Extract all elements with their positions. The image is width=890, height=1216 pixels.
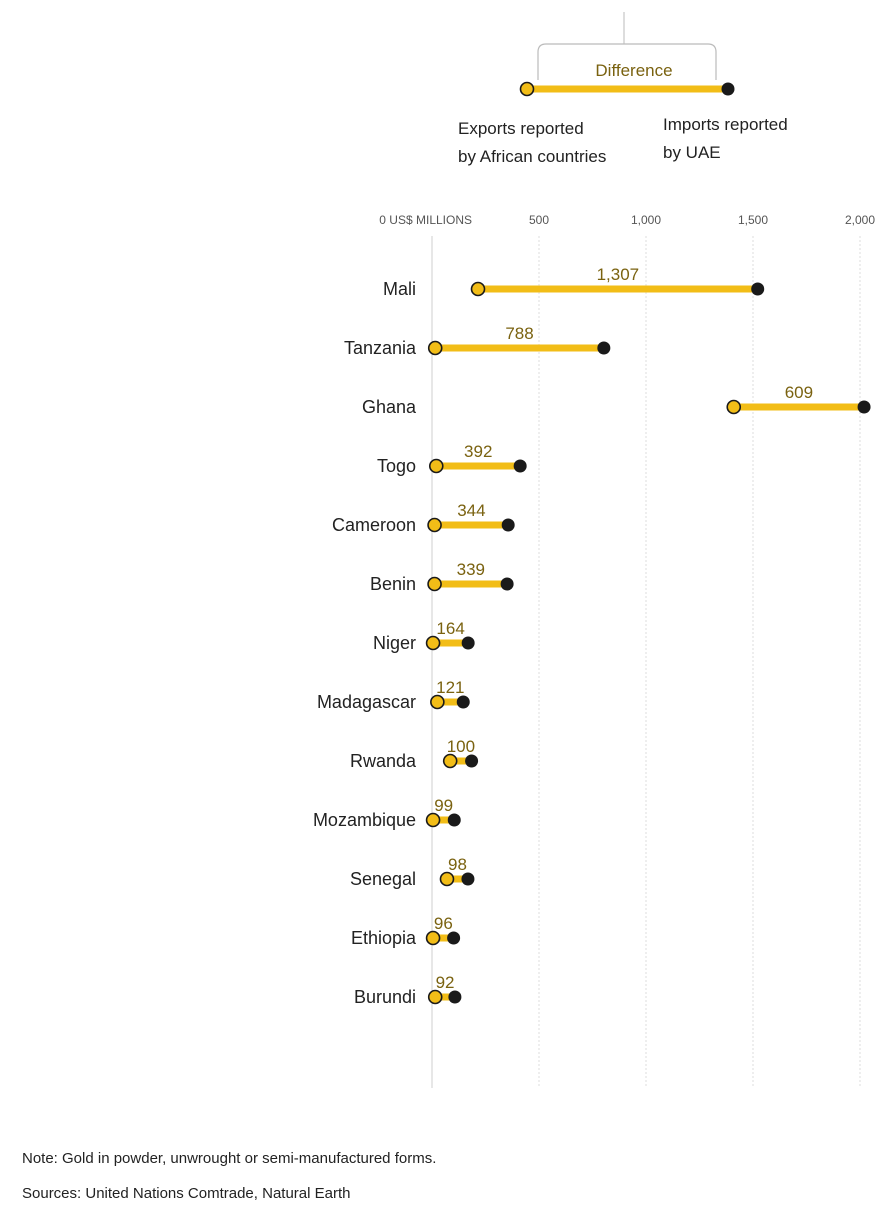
export-dot <box>425 635 441 651</box>
export-dot <box>470 281 486 297</box>
row-tanzania: Tanzania 788 <box>344 324 611 358</box>
row-burundi: Burundi 92 <box>354 973 462 1007</box>
country-label: Madagascar <box>317 692 416 712</box>
export-dot <box>425 812 441 828</box>
difference-value: 96 <box>434 914 453 933</box>
row-rwanda: Rwanda 100 <box>350 737 479 771</box>
export-dot <box>427 340 443 356</box>
country-label: Ethiopia <box>351 928 417 948</box>
country-label: Rwanda <box>350 751 417 771</box>
difference-value: 99 <box>434 796 453 815</box>
export-dot <box>427 576 442 592</box>
difference-value: 344 <box>457 501 485 520</box>
export-dot <box>442 753 458 769</box>
export-dot <box>425 930 441 946</box>
row-ghana: Ghana 609 <box>362 383 871 417</box>
import-dot <box>448 990 462 1004</box>
footnote: Note: Gold in powder, unwrought or semi-… <box>22 1150 437 1167</box>
import-dot <box>447 813 461 827</box>
export-dot <box>427 989 443 1005</box>
row-senegal: Senegal 98 <box>350 855 475 889</box>
country-label: Burundi <box>354 987 416 1007</box>
tick-label: 1,000 <box>631 213 661 227</box>
legend-exports-line2: by African countries <box>458 147 606 166</box>
country-label: Cameroon <box>332 515 416 535</box>
legend-exports-line1: Exports reported <box>458 119 584 138</box>
import-dot <box>597 341 611 355</box>
legend-import-dot <box>721 82 735 96</box>
import-dot <box>447 931 461 945</box>
legend-imports-line1: Imports reported <box>663 115 788 134</box>
row-ethiopia: Ethiopia 96 <box>351 914 461 948</box>
difference-value: 392 <box>464 442 492 461</box>
import-dot <box>857 400 871 414</box>
difference-value: 92 <box>436 973 455 992</box>
legend-export-dot <box>519 81 535 97</box>
import-dot <box>513 459 527 473</box>
difference-value: 164 <box>436 619 464 638</box>
import-dot <box>456 695 470 709</box>
difference-value: 339 <box>457 560 485 579</box>
country-label: Ghana <box>362 397 417 417</box>
tick-label: 0 US$ MILLIONS <box>379 213 472 227</box>
country-label: Benin <box>370 574 416 594</box>
tick-label: 2,000 <box>845 213 875 227</box>
export-dot <box>427 517 442 533</box>
row-benin: Benin 339 <box>370 560 514 594</box>
dumbbell-chart: Difference Exports reported by African c… <box>313 12 875 1088</box>
row-mali: Mali 1,307 <box>383 265 765 299</box>
country-label: Togo <box>377 456 416 476</box>
legend: Difference Exports reported by African c… <box>458 12 788 166</box>
import-dot <box>461 636 475 650</box>
import-dot <box>500 577 514 591</box>
row-madagascar: Madagascar 121 <box>317 678 470 712</box>
sources-line: Sources: United Nations Comtrade, Natura… <box>22 1185 351 1202</box>
difference-value: 100 <box>447 737 475 756</box>
legend-imports-line2: by UAE <box>663 143 721 162</box>
export-dot <box>439 871 455 887</box>
axis: 0 US$ MILLIONS 500 1,000 1,500 2,000 <box>379 213 875 1088</box>
import-dot <box>501 518 515 532</box>
row-niger: Niger 164 <box>373 619 475 653</box>
difference-value: 788 <box>505 324 533 343</box>
country-label: Mali <box>383 279 416 299</box>
country-label: Senegal <box>350 869 416 889</box>
import-dot <box>465 754 479 768</box>
chart-rows: Mali 1,307 Tanzania 788 Ghana 609 Togo 392 Camer… <box>313 265 871 1007</box>
export-dot <box>726 399 742 415</box>
country-label: Niger <box>373 633 416 653</box>
import-dot <box>461 872 475 886</box>
country-label: Tanzania <box>344 338 417 358</box>
country-label: Mozambique <box>313 810 416 830</box>
difference-label: Difference <box>595 61 672 80</box>
export-dot <box>430 694 445 710</box>
row-mozambique: Mozambique 99 <box>313 796 461 830</box>
row-togo: Togo 392 <box>377 442 527 476</box>
difference-bracket <box>537 43 717 80</box>
import-dot <box>751 282 765 296</box>
export-dot <box>428 458 444 474</box>
difference-value: 609 <box>785 383 813 402</box>
difference-value: 98 <box>448 855 467 874</box>
difference-value: 1,307 <box>597 265 640 284</box>
tick-label: 1,500 <box>738 213 768 227</box>
row-cameroon: Cameroon 344 <box>332 501 515 535</box>
difference-value: 121 <box>436 678 464 697</box>
tick-label: 500 <box>529 213 549 227</box>
